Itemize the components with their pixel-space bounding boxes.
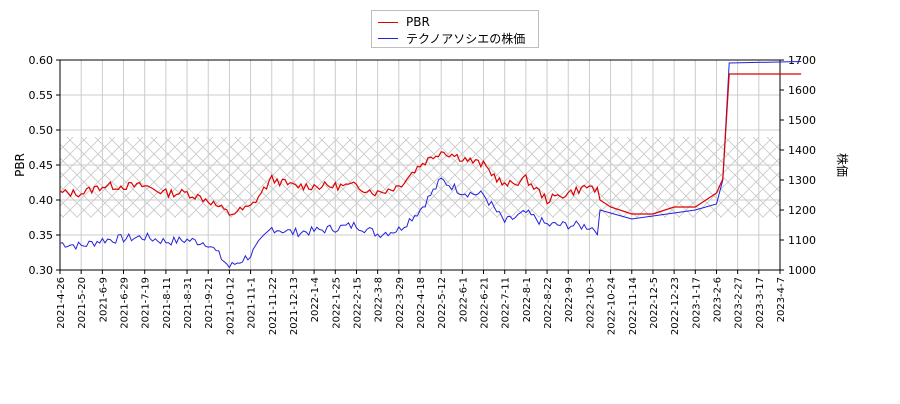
x-tick-label: 2021-9-21 (204, 277, 215, 329)
x-tick-label: 2021-4-26 (56, 277, 67, 329)
left-tick-label: 0.55 (29, 89, 54, 102)
x-tick-label: 2022-7-11 (501, 277, 512, 329)
legend-item-pbr: PBR (378, 14, 430, 30)
x-tick-label: 2022-12-23 (670, 277, 681, 335)
series-line-price (59, 61, 802, 269)
right-tick-label: 1100 (788, 234, 816, 247)
x-tick-label: 2022-1-25 (331, 277, 342, 329)
x-tick-label: 2022-3-8 (374, 277, 385, 322)
series-line-pbr (59, 73, 802, 216)
x-tick-label: 2022-11-14 (628, 277, 639, 335)
x-tick-label: 2022-5-12 (437, 277, 448, 329)
left-tick-label: 0.40 (29, 194, 54, 207)
left-tick-label: 0.60 (29, 54, 54, 67)
x-tick-label: 2021-8-11 (162, 277, 173, 329)
x-tick-label: 2022-10-3 (585, 277, 596, 329)
legend-swatch-price (378, 37, 398, 39)
right-tick-label: 1500 (788, 114, 816, 127)
right-axis-title: 株価 (835, 153, 850, 177)
legend-label-pbr: PBR (406, 15, 430, 29)
right-tick-label: 1400 (788, 144, 816, 157)
x-tick-label: 2023-1-17 (691, 277, 702, 329)
left-tick-label: 0.45 (29, 159, 54, 172)
left-tick-label: 0.35 (29, 229, 54, 242)
x-tick-label: 2021-11-1 (247, 277, 258, 329)
legend-swatch-pbr (378, 21, 398, 23)
x-tick-label: 2022-12-5 (649, 277, 660, 329)
legend-item-price: テクノアソシエの株価 (378, 30, 525, 46)
left-axis-title: PBR (13, 153, 27, 177)
x-tick-label: 2022-6-1 (458, 277, 469, 322)
left-tick-label: 0.30 (29, 264, 54, 277)
x-tick-label: 2021-10-12 (225, 277, 236, 335)
x-tick-label: 2023-2-27 (734, 277, 745, 329)
right-tick-label: 1000 (788, 264, 816, 277)
x-tick-label: 2022-4-18 (416, 277, 427, 329)
legend-label-price: テクノアソシエの株価 (406, 31, 526, 46)
x-tick-label: 2023-2-6 (712, 277, 723, 322)
x-tick-label: 2021-11-22 (268, 277, 279, 335)
x-tick-label: 2021-8-31 (183, 277, 194, 329)
right-tick-label: 1600 (788, 84, 816, 97)
x-tick-label: 2022-9-9 (564, 277, 575, 322)
x-tick-label: 2021-7-19 (141, 277, 152, 329)
right-tick-label: 1700 (788, 54, 816, 67)
x-tick-label: 2021-6-9 (98, 277, 109, 322)
legend: PBR テクノアソシエの株価 (371, 10, 539, 48)
x-tick-label: 2022-10-24 (607, 277, 618, 335)
x-tick-label: 2022-2-15 (352, 277, 363, 329)
x-tick-label: 2022-8-1 (522, 277, 533, 322)
right-tick-label: 1200 (788, 204, 816, 217)
x-tick-label: 2023-3-17 (755, 277, 766, 329)
x-tick-label: 2021-5-20 (77, 277, 88, 329)
x-tick-label: 2022-6-21 (480, 277, 491, 329)
right-tick-label: 1300 (788, 174, 816, 187)
x-tick-label: 2022-1-4 (310, 277, 321, 322)
x-tick-label: 2021-6-29 (120, 277, 131, 329)
left-tick-label: 0.50 (29, 124, 54, 137)
x-tick-label: 2022-3-29 (395, 277, 406, 329)
x-tick-label: 2022-8-22 (543, 277, 554, 329)
x-tick-label: 2021-12-13 (289, 277, 300, 335)
x-tick-label: 2023-4-7 (776, 277, 787, 322)
